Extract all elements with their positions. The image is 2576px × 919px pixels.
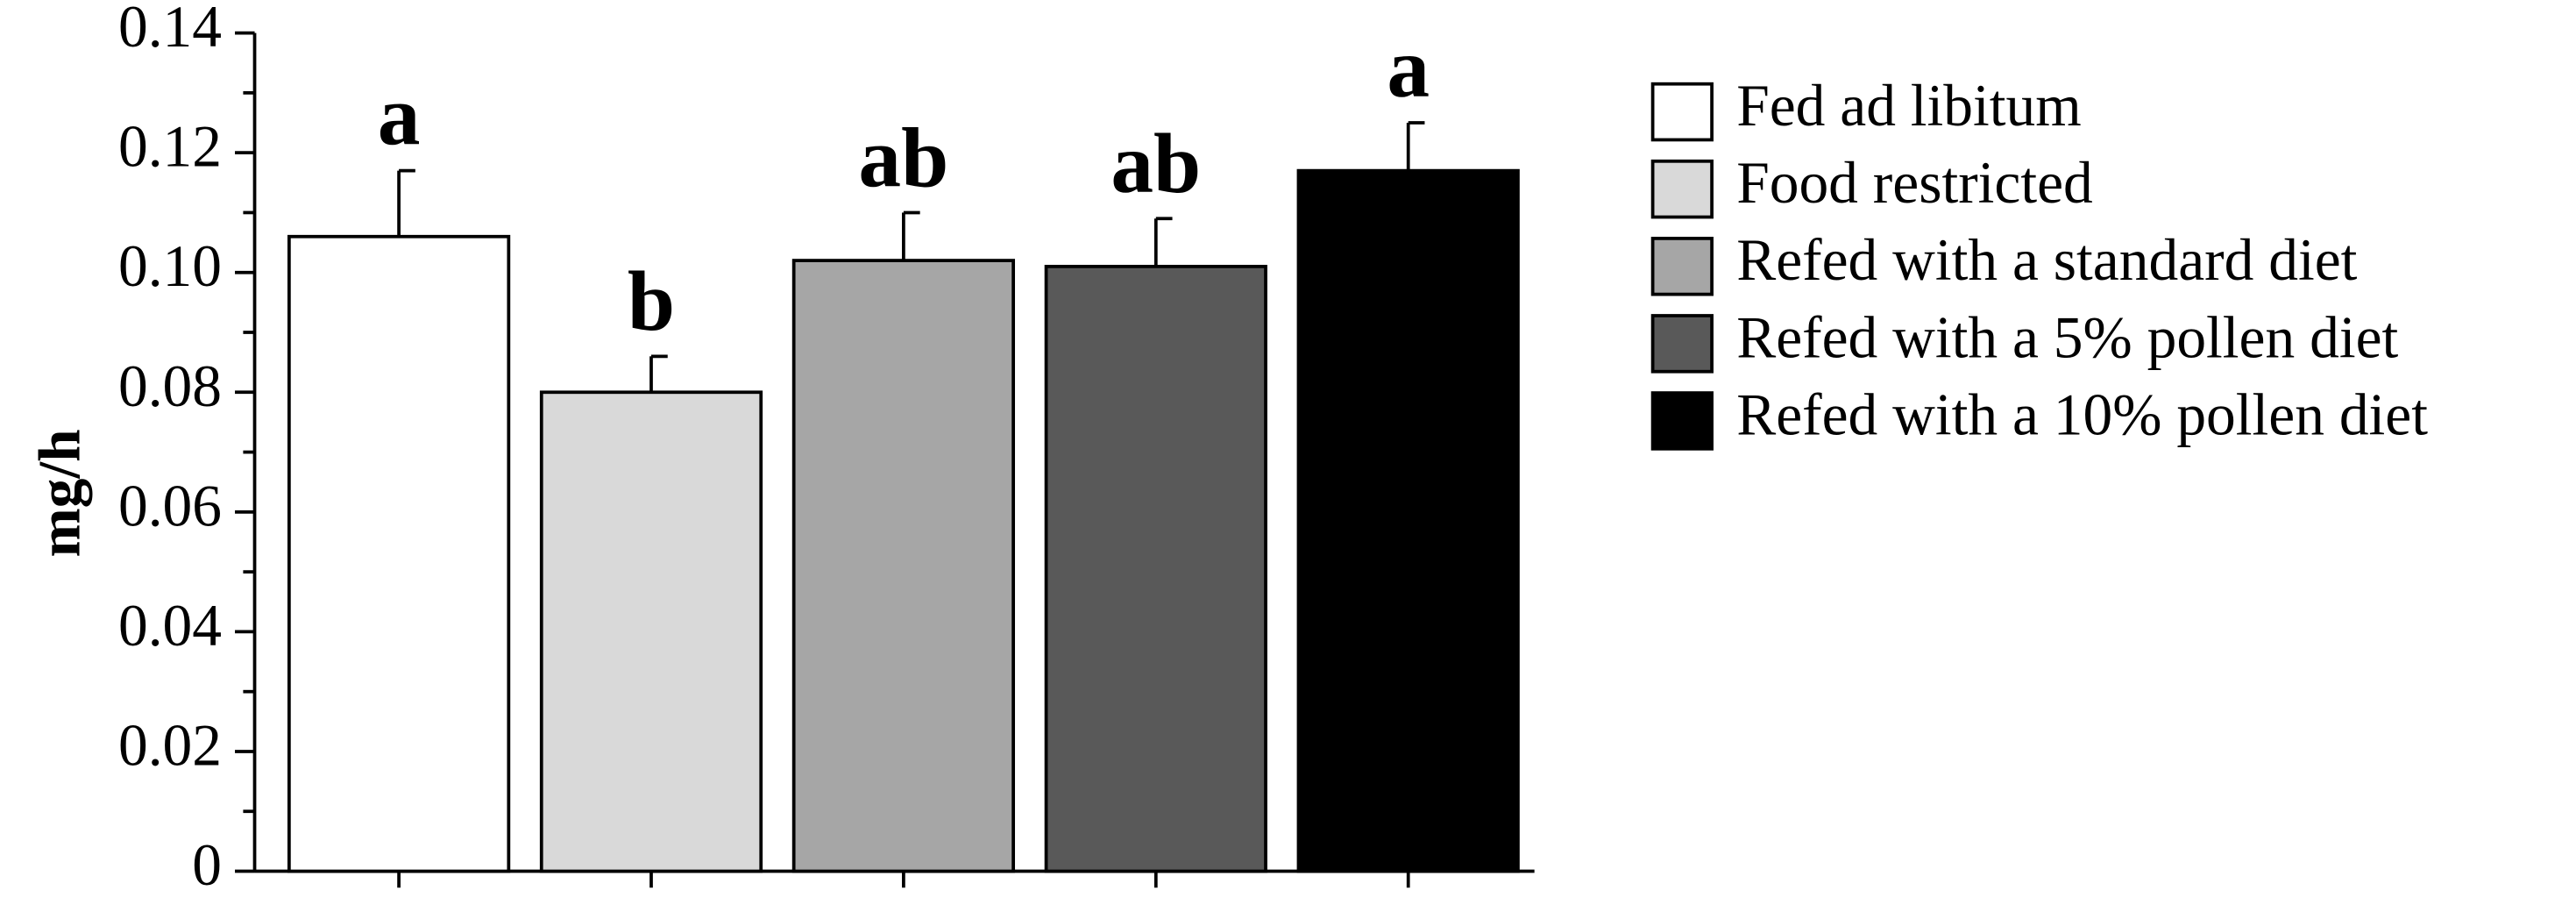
y-tick-label: 0.08 <box>118 353 222 419</box>
y-axis-label: mg/h <box>26 429 92 557</box>
bar <box>1296 168 1520 873</box>
y-tick-label: 0.06 <box>118 473 222 538</box>
legend-swatch <box>1650 82 1714 142</box>
legend-swatch <box>1650 391 1714 451</box>
legend-swatch <box>1650 314 1714 374</box>
annotation: ab <box>1111 117 1201 211</box>
annotation: b <box>628 254 675 349</box>
y-tick-label: 0.10 <box>118 233 222 299</box>
legend-label: Fed ad libitum <box>1736 73 2082 139</box>
bar <box>287 234 511 873</box>
annotation: a <box>1387 21 1430 116</box>
bar <box>1044 265 1267 873</box>
legend-label: Food restricted <box>1736 150 2093 216</box>
y-tick-label: 0.12 <box>118 114 222 180</box>
legend-label: Refed with a 10% pollen diet <box>1736 381 2428 447</box>
legend-label: Refed with a 5% pollen diet <box>1736 304 2398 370</box>
annotation: a <box>378 69 421 164</box>
y-tick-label: 0.02 <box>118 712 222 778</box>
legend-swatch <box>1650 159 1714 219</box>
y-tick-label: 0.14 <box>118 0 222 60</box>
y-tick-label: 0 <box>192 832 222 898</box>
legend-swatch <box>1650 237 1714 296</box>
bar <box>791 259 1016 873</box>
annotation: ab <box>858 110 948 205</box>
bar <box>539 390 763 873</box>
legend-label: Refed with a standard diet <box>1736 227 2357 293</box>
y-tick-label: 0.04 <box>118 593 222 659</box>
